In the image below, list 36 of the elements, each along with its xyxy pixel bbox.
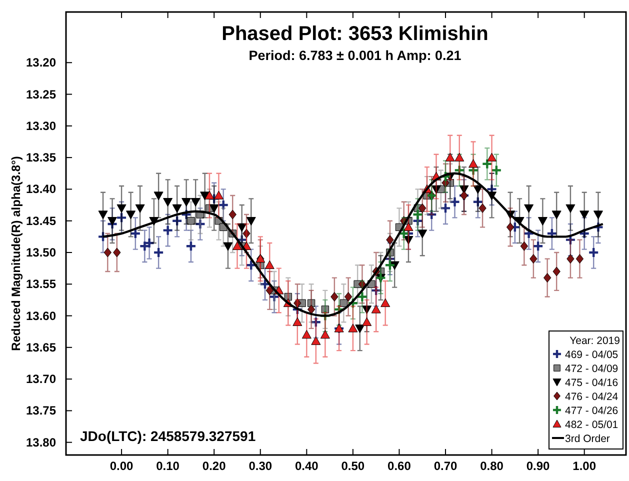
legend-label: 482 - 05/01 bbox=[565, 419, 618, 431]
x-tick-label: 1.00 bbox=[572, 459, 596, 473]
legend-label: 472 - 04/09 bbox=[565, 363, 618, 375]
y-tick-label: 13.40 bbox=[26, 182, 56, 196]
legend-label: 477 - 04/26 bbox=[565, 405, 618, 417]
y-tick-label: 13.60 bbox=[26, 308, 56, 323]
x-tick-label: 0.80 bbox=[480, 459, 504, 473]
y-tick-label: 13.80 bbox=[26, 435, 56, 450]
legend-label: 475 - 04/16 bbox=[565, 377, 618, 389]
y-tick-label: 13.75 bbox=[26, 404, 56, 418]
y-tick-label: 13.50 bbox=[26, 245, 56, 260]
y-tick-label: 13.30 bbox=[26, 118, 56, 133]
legend-label: 3rd Order bbox=[565, 433, 610, 445]
annotation: JDo(LTC): 2458579.327591 bbox=[80, 428, 256, 444]
x-tick-label: 0.50 bbox=[341, 459, 365, 473]
x-tick-label: 0.90 bbox=[526, 459, 550, 473]
x-tick-label: 0.20 bbox=[202, 459, 226, 473]
x-tick-label: 0.70 bbox=[434, 459, 458, 473]
text: Period: 6.783 ± 0.001 h Amp: 0.21 bbox=[248, 48, 462, 63]
legend-title: Year: 2019 bbox=[570, 335, 620, 347]
y-axis-title: Reduced Magnitude(R) alpha(3.8°) bbox=[9, 156, 23, 351]
legend-label: 469 - 04/05 bbox=[565, 349, 618, 361]
x-tick-label: 0.60 bbox=[388, 459, 412, 473]
x-tick-label: 0.40 bbox=[294, 459, 319, 473]
y-tick-label: 13.20 bbox=[26, 56, 56, 70]
y-tick-label: 13.55 bbox=[26, 277, 56, 292]
x-tick-label: 0.30 bbox=[248, 459, 272, 473]
y-tick-label: 13.70 bbox=[26, 372, 56, 386]
x-tick-label: 0.10 bbox=[156, 459, 180, 473]
y-tick-label: 13.35 bbox=[26, 150, 56, 165]
y-tick-label: 13.65 bbox=[26, 340, 56, 354]
x-tick-label: 0.00 bbox=[110, 459, 134, 473]
y-tick-label: 13.45 bbox=[26, 214, 56, 228]
text: Phased Plot: 3653 Klimishin bbox=[222, 23, 488, 45]
y-tick-label: 13.25 bbox=[26, 87, 56, 102]
legend-label: 476 - 04/24 bbox=[565, 391, 618, 403]
